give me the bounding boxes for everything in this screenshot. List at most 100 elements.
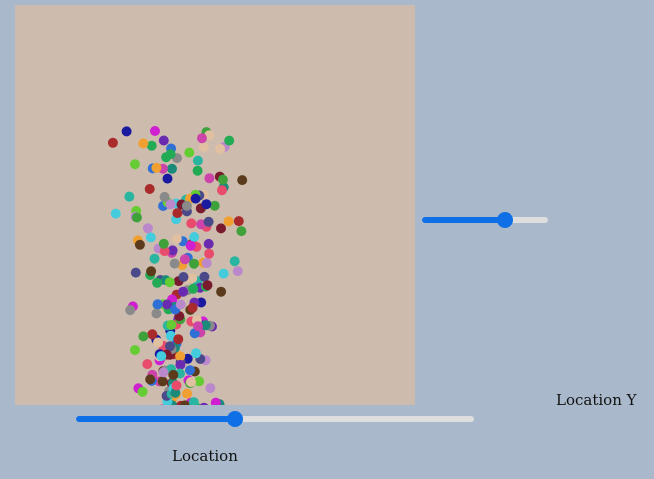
- particle: [149, 253, 160, 264]
- particle: [199, 271, 210, 282]
- particle: [142, 359, 153, 370]
- particle: [205, 383, 216, 394]
- particle: [171, 380, 182, 391]
- particle: [189, 258, 199, 269]
- particle: [229, 256, 240, 267]
- particle: [151, 162, 162, 173]
- particle: [223, 216, 234, 227]
- location-y-slider-thumb[interactable]: [497, 212, 514, 228]
- particle: [217, 185, 227, 196]
- particle: [110, 208, 121, 219]
- particle: [185, 365, 195, 376]
- particle: [186, 377, 196, 387]
- particle: [125, 305, 136, 316]
- particle: [184, 147, 195, 158]
- particle: [159, 191, 170, 202]
- particle: [165, 330, 176, 341]
- particle: [124, 191, 135, 202]
- particle: [169, 258, 180, 269]
- particle: [146, 266, 157, 277]
- particle: [203, 216, 214, 227]
- particle: [130, 159, 140, 170]
- particle: [190, 193, 201, 204]
- particle: [179, 400, 190, 405]
- particle: [161, 152, 172, 163]
- particle: [165, 199, 176, 210]
- particle: [158, 135, 169, 146]
- particle: [146, 140, 157, 151]
- particle: [191, 348, 201, 359]
- particle: [182, 388, 193, 399]
- particle: [150, 126, 160, 136]
- particle: [193, 321, 203, 332]
- particle: [187, 302, 198, 313]
- particle: [153, 337, 163, 348]
- particle: [210, 397, 221, 405]
- particle: [215, 143, 226, 154]
- particle: [199, 402, 209, 405]
- particle: [237, 175, 248, 186]
- location-slider-fill: [76, 416, 236, 422]
- particle: [158, 367, 169, 378]
- particle: [218, 268, 229, 279]
- particle: [164, 277, 175, 288]
- particle: [178, 286, 189, 297]
- particle: [185, 240, 196, 251]
- particle: [145, 374, 156, 385]
- particle: [204, 248, 215, 259]
- particle-canvas: [15, 5, 415, 405]
- location-label: Location: [172, 447, 238, 465]
- particle: [134, 239, 145, 250]
- particle: [162, 299, 173, 310]
- particle: [233, 216, 244, 227]
- particle: [158, 238, 169, 249]
- particle: [189, 232, 200, 242]
- particle: [203, 238, 214, 249]
- particle: [131, 212, 142, 223]
- particle: [173, 334, 184, 345]
- particle: [192, 165, 203, 176]
- particle: [204, 173, 215, 184]
- particle: [186, 218, 197, 229]
- particle: [216, 286, 227, 297]
- particle-field: [107, 126, 248, 405]
- particle: [192, 155, 203, 166]
- particle: [178, 272, 189, 282]
- particle: [137, 386, 148, 397]
- location-y-label: Location Y: [556, 391, 637, 409]
- particle: [167, 163, 177, 174]
- particle: [157, 376, 168, 387]
- particle: [194, 376, 205, 387]
- particle: [165, 341, 175, 352]
- particle: [130, 345, 140, 355]
- particle: [198, 142, 209, 153]
- particle: [201, 258, 212, 269]
- particle: [179, 254, 190, 265]
- particle: [172, 208, 183, 219]
- location-y-slider-fill: [422, 217, 506, 223]
- particle: [167, 245, 178, 256]
- particle: [166, 319, 177, 330]
- particle: [159, 404, 165, 405]
- particle: [201, 199, 212, 210]
- particle: [142, 223, 153, 234]
- particle: [197, 133, 207, 144]
- particle: [168, 369, 179, 380]
- particle: [151, 308, 162, 319]
- particle: [202, 280, 213, 291]
- particle: [107, 137, 118, 148]
- particle: [224, 135, 235, 146]
- particle: [171, 234, 182, 244]
- particle: [147, 329, 158, 340]
- location-y-slider[interactable]: [422, 212, 548, 228]
- particle: [152, 277, 163, 288]
- particle: [188, 283, 199, 294]
- location-slider-thumb[interactable]: [227, 411, 244, 427]
- particle: [209, 200, 220, 211]
- location-slider[interactable]: [76, 411, 474, 427]
- particle: [138, 331, 149, 342]
- particle: [175, 351, 186, 362]
- particle: [175, 299, 186, 310]
- particle: [159, 246, 170, 257]
- particle: [181, 200, 192, 211]
